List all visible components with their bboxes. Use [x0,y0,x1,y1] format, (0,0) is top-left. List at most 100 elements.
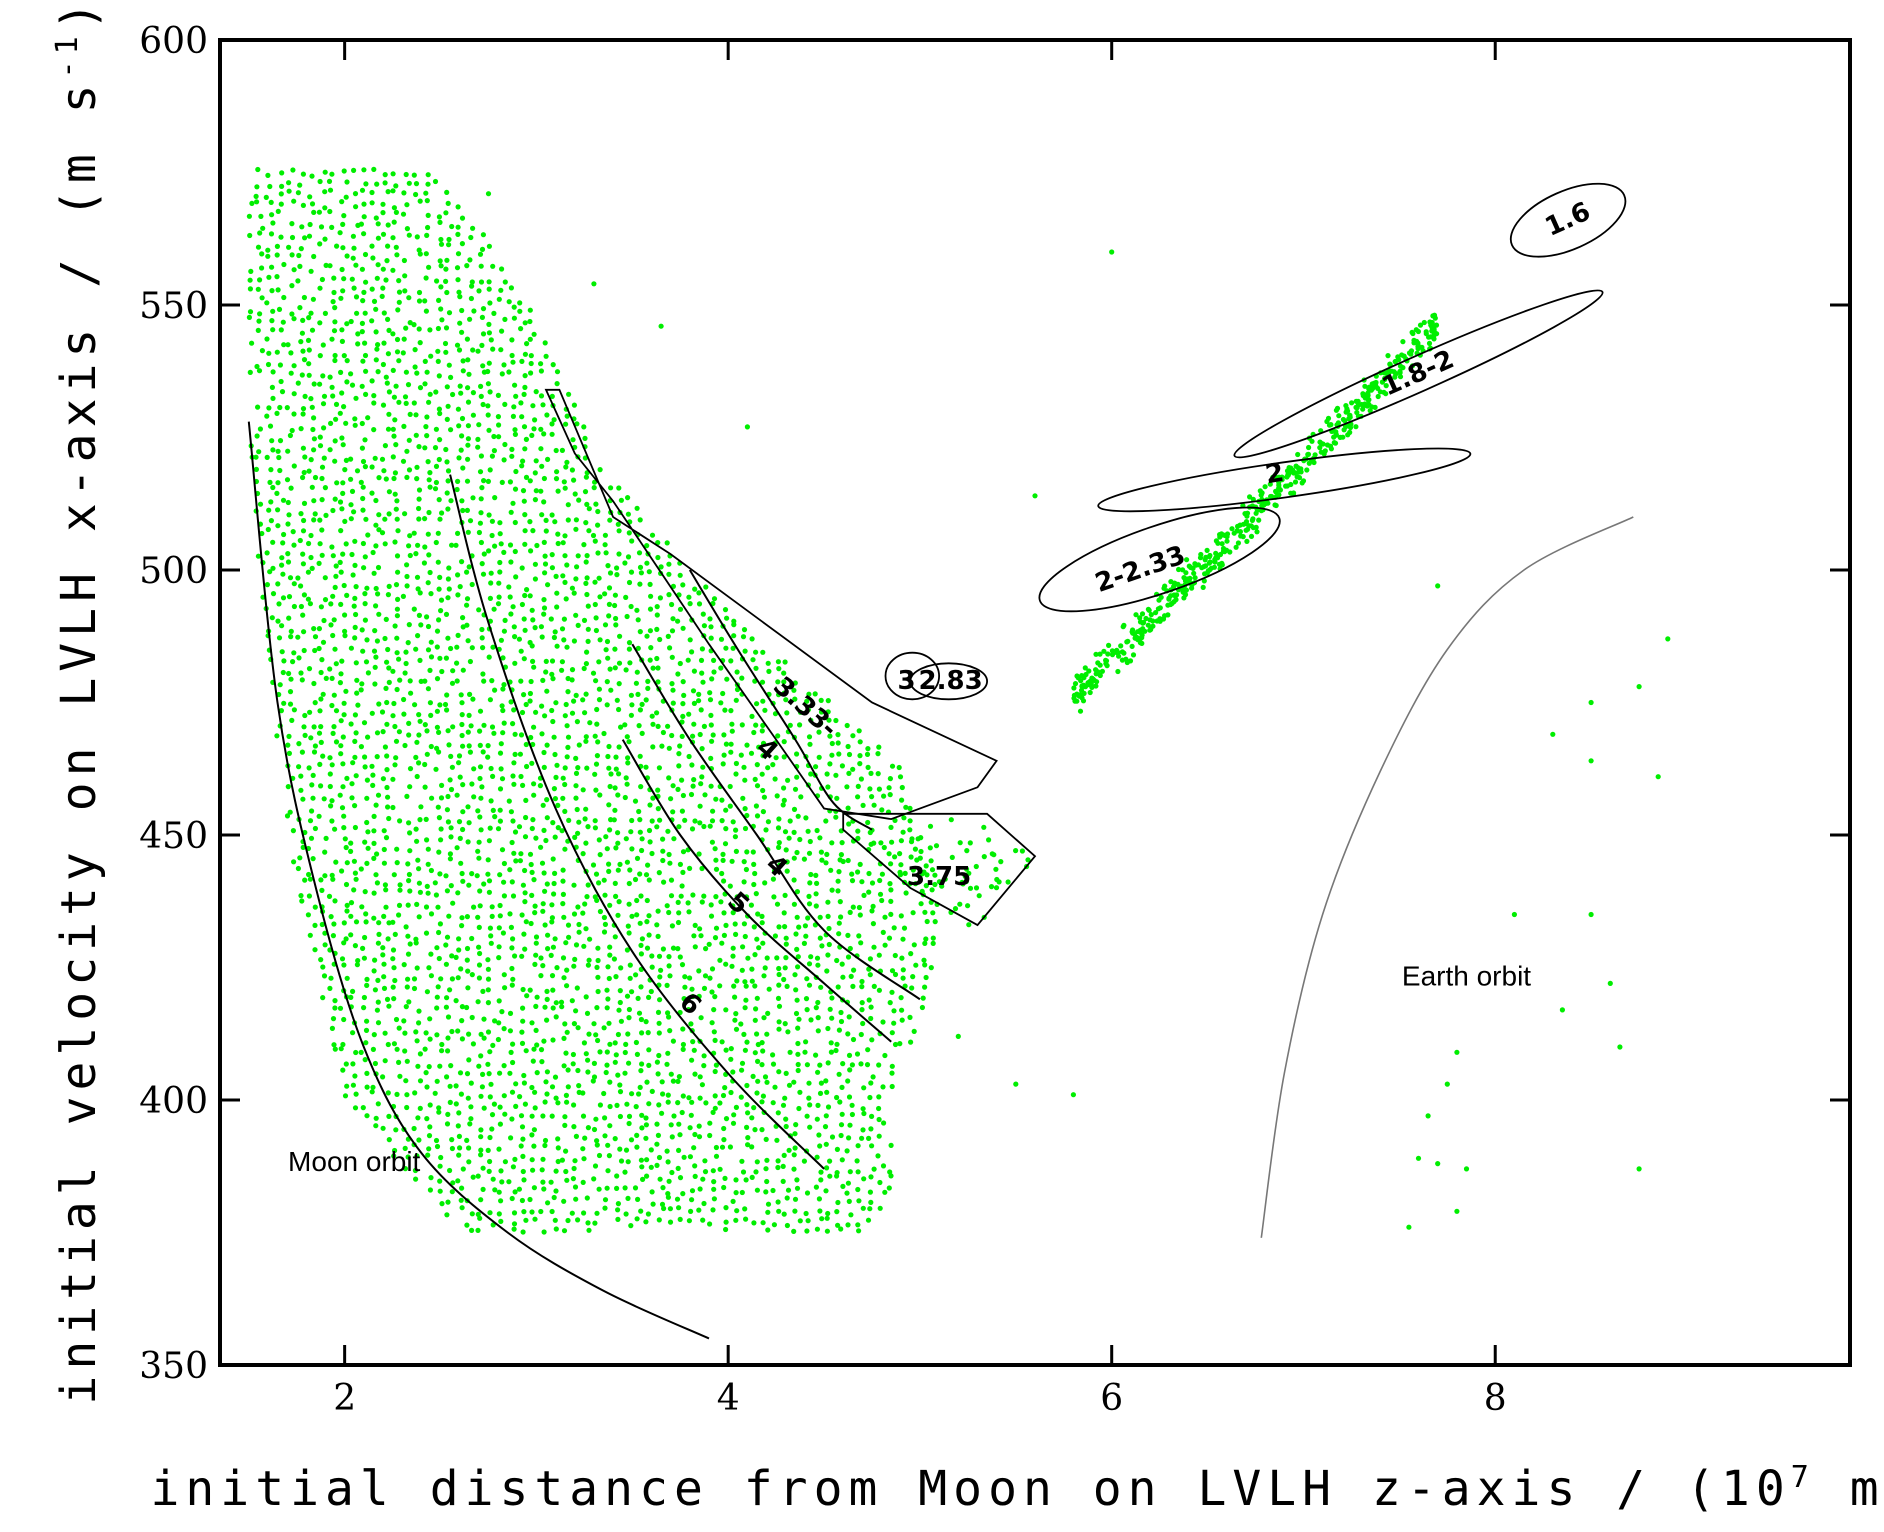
data-point [519,565,525,571]
data-point [823,1078,829,1084]
data-point [1235,540,1241,546]
data-point [485,743,491,749]
data-point [436,456,442,463]
data-point [279,562,285,568]
data-point [426,1064,432,1070]
data-point [321,425,327,431]
data-point [691,700,698,707]
data-point [400,211,407,217]
data-point [1229,526,1235,532]
data-point [386,920,392,926]
data-point [607,1079,613,1085]
data-point [492,1187,498,1193]
earth-orbit-curve [1260,516,1634,1238]
data-point [691,777,697,783]
data-point [267,569,273,575]
data-point [907,827,913,833]
data-point [259,265,265,271]
data-point [646,1101,652,1107]
data-point [529,1209,535,1215]
data-point [868,1015,874,1022]
data-point [562,808,568,815]
data-point [564,983,570,989]
data-point [692,1163,698,1169]
data-point [479,1084,485,1090]
data-point [649,1189,655,1195]
data-point [607,944,613,950]
data-point [625,511,632,517]
data-point [435,904,441,910]
data-point [416,866,422,872]
data-point [486,889,492,895]
data-point [688,1112,694,1118]
data-point [362,764,368,770]
data-point [298,773,304,779]
data-point [775,679,781,685]
data-point [364,976,370,983]
data-point [593,627,600,634]
data-point [686,594,692,600]
data-point [669,1134,675,1140]
data-point [721,1137,727,1143]
data-point [868,1126,874,1132]
data-point [394,336,401,343]
data-point [448,825,454,831]
data-point [626,1006,633,1013]
data-point [489,678,495,684]
data-point [801,1158,808,1164]
data-point [690,783,696,789]
data-point [582,710,588,716]
data-point [548,952,554,959]
data-point [845,1222,851,1228]
data-point [489,1112,496,1118]
data-point [897,851,903,857]
data-point [509,446,515,452]
data-point [882,1052,888,1059]
data-point [413,1029,419,1035]
data-point [791,1228,797,1234]
data-point [434,1143,441,1150]
data-point [476,1063,482,1069]
data-point [334,480,340,486]
data-point [479,635,485,641]
data-point [512,751,518,758]
data-point [406,999,412,1005]
data-point [478,1053,484,1059]
data-point [500,930,506,936]
data-point [524,341,530,347]
data-point [595,739,601,745]
data-point [453,1101,459,1107]
data-point [362,340,368,346]
data-point [348,913,354,919]
data-point [372,1060,378,1067]
data-point [275,618,281,624]
data-point [479,314,485,320]
data-point [393,442,399,448]
data-point [900,967,906,973]
data-point [623,667,629,673]
data-point [268,518,274,524]
data-point [1145,606,1151,612]
data-point [444,707,450,713]
data-point [887,1000,893,1006]
data-point [613,615,619,622]
data-point [476,529,482,536]
data-point [719,797,725,803]
data-point [623,836,629,842]
data-point [435,804,441,810]
data-point [249,340,255,346]
data-point [265,247,271,253]
data-point [534,994,540,1000]
data-point [319,527,325,533]
data-point [300,561,306,567]
data-point [806,982,813,988]
data-point [792,1208,798,1214]
data-point [275,287,281,293]
data-point [459,923,465,929]
data-point [541,764,547,771]
data-point [365,415,371,421]
data-point [380,266,386,272]
data-point [373,215,379,221]
data-point [783,697,789,703]
data-point [386,665,392,671]
